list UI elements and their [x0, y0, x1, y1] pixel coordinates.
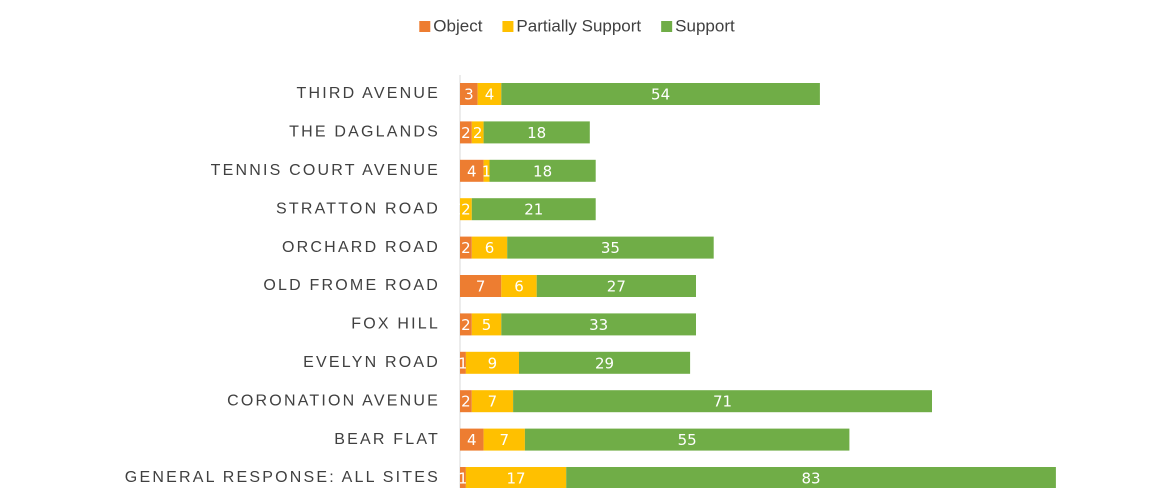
bar-segment [460, 428, 484, 451]
category-label: BEAR FLAT [334, 431, 440, 448]
category-label: TENNIS COURT AVENUE [211, 162, 440, 179]
value-label: 2 [461, 239, 471, 257]
bar-segment [460, 159, 484, 182]
value-label: 6 [485, 239, 495, 257]
value-label: 27 [607, 278, 626, 296]
bar-segment [460, 390, 472, 413]
value-label: 55 [678, 431, 697, 449]
bar-segment [507, 236, 714, 259]
value-label: 18 [533, 162, 552, 180]
bar-segment [460, 198, 472, 221]
bar-segment [460, 313, 472, 336]
bar-segment [536, 275, 696, 297]
bar-segment [483, 121, 590, 144]
bar-segment [501, 83, 820, 105]
bar-segment [471, 390, 514, 413]
value-label: 21 [524, 201, 543, 219]
value-label: 5 [482, 316, 492, 334]
category-label: EVELYN ROAD [303, 354, 440, 371]
category-label: THIRD AVENUE [297, 85, 440, 102]
bar-segment [501, 275, 537, 297]
bar-segment [501, 313, 696, 336]
bar-segment [489, 159, 596, 182]
legend-swatch [419, 21, 431, 32]
bar-segment [483, 159, 490, 182]
value-label: 4 [485, 86, 495, 104]
value-label: 9 [488, 354, 498, 372]
legend-label: Partially Support [516, 16, 641, 35]
bar-segment [460, 275, 502, 297]
value-label: 3 [464, 86, 474, 104]
value-label: 18 [527, 124, 546, 142]
bar-segment [465, 351, 519, 374]
bar-segment [519, 351, 691, 374]
legend-swatch [502, 21, 514, 32]
bar-segment [471, 236, 508, 259]
category-label: STRATTON ROAD [276, 200, 440, 217]
value-label: 7 [476, 278, 486, 296]
bar-segment [483, 428, 525, 451]
value-label: 2 [461, 201, 471, 219]
value-label: 2 [461, 316, 471, 334]
bar-segment [460, 236, 472, 259]
value-label: 7 [488, 393, 498, 411]
bar-segment [471, 121, 484, 144]
category-label: FOX HILL [351, 316, 440, 333]
bar-segment [471, 313, 502, 336]
value-label: 71 [713, 393, 732, 411]
bar-segment [566, 467, 1056, 488]
bar-segment [460, 121, 472, 144]
bar-segment [460, 351, 466, 374]
bar-segment [477, 83, 502, 105]
category-label: CORONATION AVENUE [227, 392, 440, 409]
bar-segment [460, 467, 466, 488]
value-label: 54 [651, 86, 670, 104]
value-label: 4 [467, 162, 477, 180]
category-label: THE DAGLANDS [289, 124, 440, 141]
category-label: GENERAL RESPONSE: ALL SITES [125, 469, 440, 486]
bar-segment [460, 83, 478, 105]
value-label: 83 [802, 470, 821, 488]
bar-segment [465, 467, 567, 488]
bar-segment [524, 428, 850, 451]
value-label: 1 [458, 354, 468, 372]
legend-label: Support [675, 16, 735, 35]
value-label: 4 [467, 431, 477, 449]
value-label: 33 [589, 316, 608, 334]
value-label: 7 [499, 431, 509, 449]
legend-swatch [661, 21, 673, 32]
value-label: 2 [461, 124, 471, 142]
value-label: 6 [514, 278, 524, 296]
value-label: 1 [482, 162, 492, 180]
value-label: 1 [458, 470, 468, 488]
value-label: 29 [595, 354, 614, 372]
value-label: 17 [507, 470, 526, 488]
value-label: 35 [601, 239, 620, 257]
category-label: OLD FROME ROAD [263, 277, 440, 294]
category-label: ORCHARD ROAD [282, 239, 440, 256]
legend-label: Object [433, 16, 482, 35]
bar-segment [513, 390, 932, 413]
value-label: 2 [461, 393, 471, 411]
bar-segment [471, 198, 596, 221]
value-label: 2 [473, 124, 483, 142]
